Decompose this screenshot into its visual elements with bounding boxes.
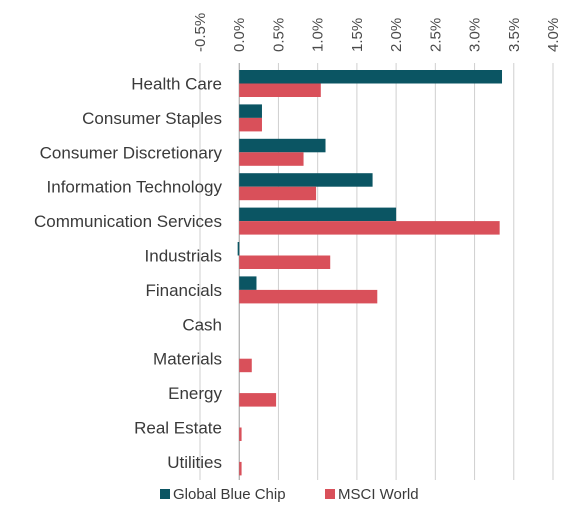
x-tick-label: -0.5% xyxy=(192,13,209,52)
x-tick-label: 0.0% xyxy=(231,18,248,52)
x-tick-label: 1.0% xyxy=(310,18,327,52)
bar-msci-world xyxy=(239,393,277,407)
category-label: Industrials xyxy=(145,247,222,266)
category-label: Financials xyxy=(145,281,222,300)
category-label: Real Estate xyxy=(134,419,222,438)
legend-swatch xyxy=(160,489,170,499)
category-label: Utilities xyxy=(167,453,222,472)
bar-msci-world xyxy=(239,427,242,441)
category-label: Cash xyxy=(182,315,222,334)
bar-global-blue-chip xyxy=(239,276,257,290)
x-axis-tick-labels: -0.5% 0.0% 0.5% 1.0% 1.5% 2.0% 2.5% 3.0% 3.5% 4.0… xyxy=(192,13,562,52)
x-tick-label: 3.5% xyxy=(506,18,523,52)
legend: Global Blue Chip MSCI World xyxy=(160,486,419,503)
category-label: Consumer Discretionary xyxy=(40,143,223,162)
x-tick-label: 3.0% xyxy=(467,18,484,52)
legend-label: MSCI World xyxy=(338,486,419,503)
category-labels: Health Care Consumer Staples Consumer Disc… xyxy=(34,75,223,472)
bar-msci-world xyxy=(239,152,304,166)
bar-msci-world xyxy=(239,117,262,132)
bar-msci-world xyxy=(239,461,242,476)
category-label: Information Technology xyxy=(47,178,223,197)
category-label: Energy xyxy=(168,384,222,403)
category-label: Communication Services xyxy=(34,212,222,231)
gridlines xyxy=(199,63,554,480)
legend-label: Global Blue Chip xyxy=(173,486,286,503)
bar-msci-world xyxy=(239,255,331,269)
x-tick-label: 4.0% xyxy=(545,18,562,52)
x-tick-label: 2.5% xyxy=(427,18,444,52)
x-tick-label: 0.5% xyxy=(270,18,287,52)
category-label: Materials xyxy=(153,350,222,369)
bar-global-blue-chip xyxy=(239,70,503,84)
bar-msci-world xyxy=(239,289,378,304)
bar-global-blue-chip xyxy=(239,207,397,222)
bar-msci-world xyxy=(239,83,321,97)
x-tick-label: 2.0% xyxy=(388,18,405,52)
bar-msci-world xyxy=(239,186,317,201)
bar-msci-world xyxy=(239,221,500,235)
bar-global-blue-chip xyxy=(239,138,326,153)
category-label: Consumer Staples xyxy=(82,109,222,128)
bars xyxy=(237,70,503,476)
legend-swatch xyxy=(325,489,335,499)
x-tick-label: 1.5% xyxy=(349,18,366,52)
bar-global-blue-chip xyxy=(237,242,240,256)
bar-global-blue-chip xyxy=(239,173,373,187)
bar-msci-world xyxy=(239,358,252,373)
bar-global-blue-chip xyxy=(239,104,262,118)
category-label: Health Care xyxy=(131,75,222,94)
